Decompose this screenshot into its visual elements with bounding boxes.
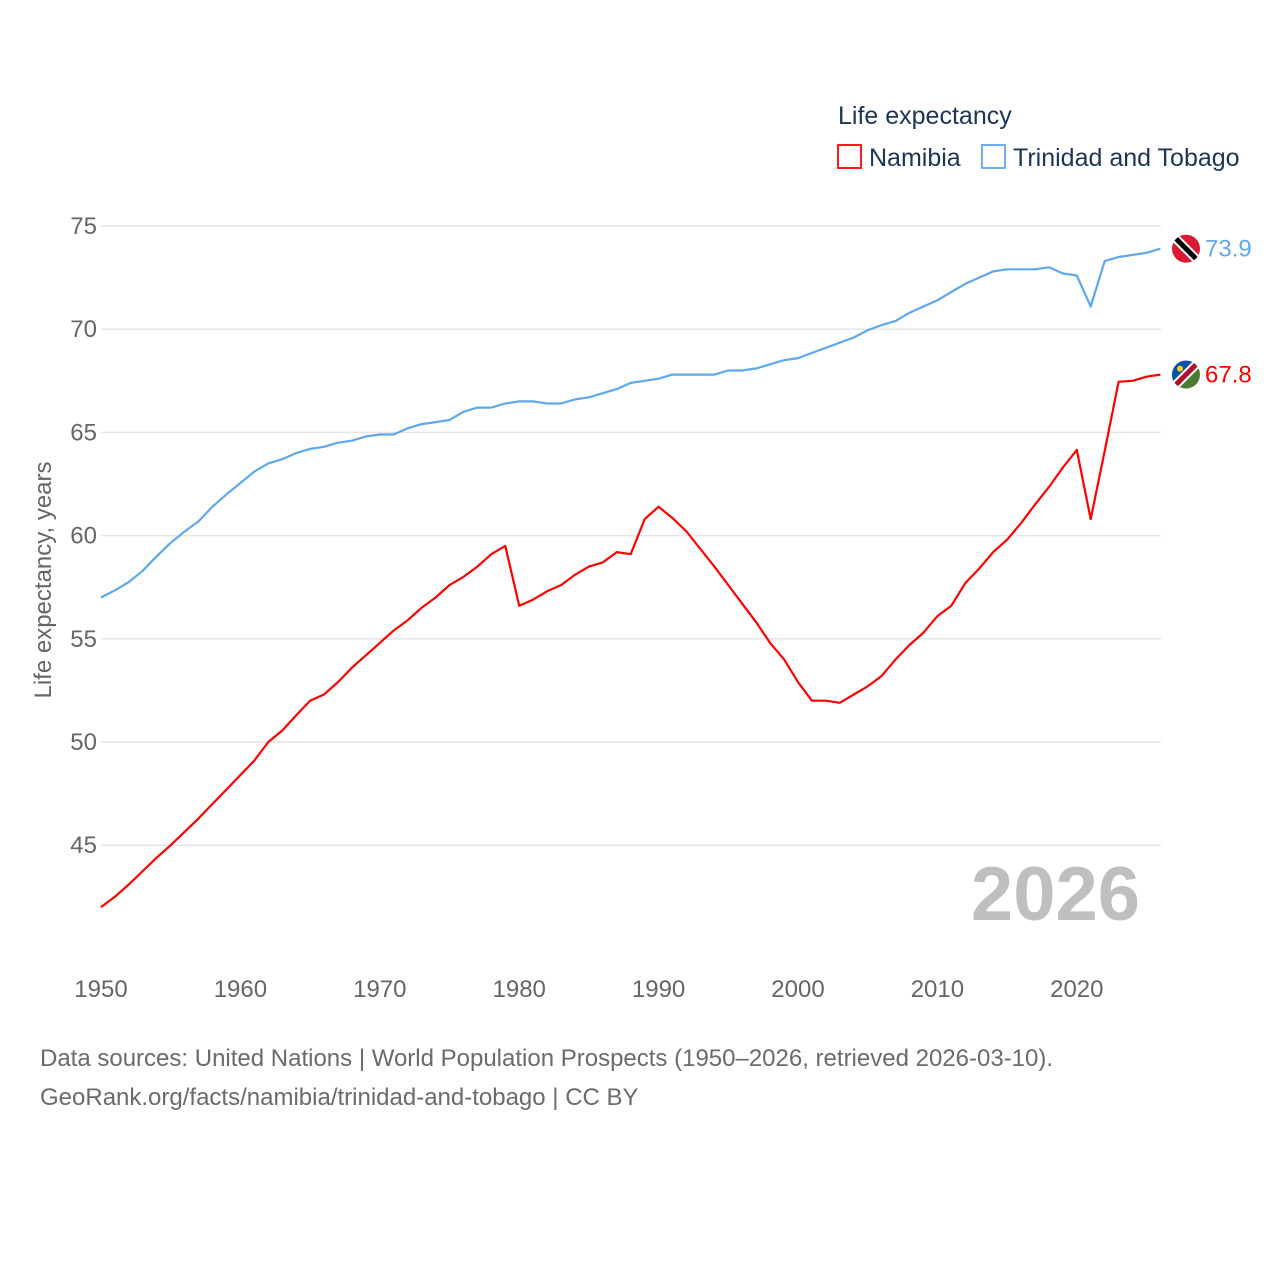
series-line-trinidad: [100, 247, 1161, 599]
x-tick-label: 2000: [771, 976, 824, 1003]
flag-body: [1172, 234, 1200, 263]
y-tick-label: 65: [70, 419, 97, 446]
end-value-label: 73.9: [1205, 236, 1252, 263]
x-tick-label: 1970: [353, 976, 406, 1003]
y-tick-label: 75: [70, 213, 97, 240]
y-tick-label: 50: [70, 729, 97, 756]
footer-link[interactable]: GeoRank.org/facts/namibia/trinidad-and-t…: [40, 1084, 639, 1111]
flag-body: [1172, 360, 1200, 389]
footer-sources: Data sources: United Nations | World Pop…: [40, 1045, 1054, 1072]
year-watermark: 2026: [971, 852, 1140, 937]
y-tick-label: 55: [70, 626, 97, 653]
x-tick-label: 1990: [632, 976, 685, 1003]
namibia-flag-icon: [1172, 360, 1200, 389]
x-tick-label: 1980: [493, 976, 546, 1003]
legend-swatch-trinidad[interactable]: [981, 144, 1006, 169]
y-tick-label: 45: [70, 832, 97, 859]
x-tick-label: 1960: [214, 976, 267, 1003]
legend-title: Life expectancy: [838, 102, 1012, 130]
legend-label-trinidad[interactable]: Trinidad and Tobago: [1013, 144, 1240, 172]
x-tick-label: 2020: [1050, 976, 1103, 1003]
y-axis-label: Life expectancy, years: [30, 461, 57, 698]
y-tick-label: 70: [70, 316, 97, 343]
legend-label-namibia[interactable]: Namibia: [869, 144, 961, 172]
x-tick-label: 1950: [74, 976, 127, 1003]
x-tick-label: 2010: [911, 976, 964, 1003]
series-line-namibia: [100, 373, 1161, 908]
y-tick-label: 60: [70, 523, 97, 550]
legend-swatch-namibia[interactable]: [837, 144, 862, 169]
end-value-label: 67.8: [1205, 362, 1252, 389]
sun-icon: [1177, 365, 1183, 372]
trinidad-flag-icon: [1172, 234, 1200, 263]
